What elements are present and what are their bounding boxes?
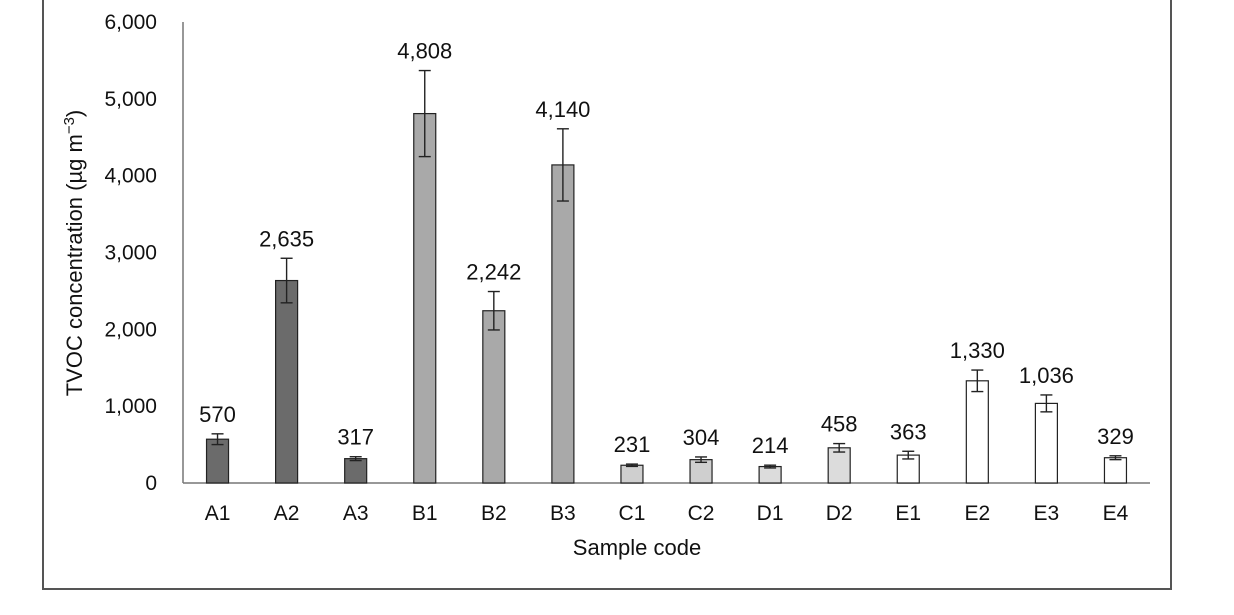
x-tick-label: A1 (205, 502, 231, 525)
bars (205, 112, 1128, 484)
error-bar-e1 (902, 450, 915, 460)
data-label-d1: 214 (752, 433, 789, 458)
bar-a3 (344, 458, 368, 484)
bar-a2 (275, 279, 299, 484)
error-bar-a1 (211, 433, 224, 446)
data-label-d2: 458 (821, 412, 858, 437)
bar-a1 (205, 438, 230, 484)
x-tick-label: A2 (274, 502, 300, 525)
data-labels: 570 2,635 317 4,808 2,242 4,140 231 304 214 458 36… (199, 39, 1134, 459)
error-bar-e2 (971, 369, 984, 393)
bar-c1 (620, 464, 644, 484)
bar-e4 (1103, 457, 1128, 484)
data-label-b2: 2,242 (466, 260, 521, 285)
error-bar-e3 (1040, 394, 1053, 413)
y-tick-label: 1,000 (104, 395, 157, 418)
error-bar-d1 (764, 464, 777, 469)
bar-d1 (758, 465, 782, 484)
data-label-e3: 1,036 (1019, 363, 1074, 388)
error-bar-a3 (349, 456, 362, 462)
y-axis: 0 1,000 2,000 3,000 4,000 5,000 6,000 (104, 11, 184, 495)
data-label-a1: 570 (199, 402, 236, 427)
y-axis-title-text: TVOC concentration (µg m (62, 134, 87, 396)
x-tick-label: C1 (619, 502, 646, 525)
chart-frame (42, 0, 1172, 590)
data-label-e2: 1,330 (950, 338, 1005, 363)
error-bar-b3 (556, 128, 569, 202)
data-label-b1: 4,808 (397, 39, 452, 64)
bar-b1 (413, 112, 437, 484)
error-bar-b2 (487, 290, 500, 331)
error-bar-a2 (280, 257, 293, 304)
x-tick-label: D2 (826, 502, 853, 525)
y-tick-label: 6,000 (104, 11, 157, 34)
y-tick-label: 4,000 (104, 165, 157, 188)
error-bars (211, 69, 1122, 469)
error-bar-d2 (833, 442, 846, 453)
x-tick-label: D1 (757, 502, 784, 525)
data-label-a3: 317 (337, 425, 374, 450)
bar-c2 (689, 459, 713, 484)
x-tick-label: E4 (1103, 502, 1129, 525)
data-label-e4: 329 (1097, 424, 1134, 449)
error-bar-c2 (695, 456, 708, 464)
data-label-b3: 4,140 (535, 97, 590, 122)
x-tick-label: E3 (1034, 502, 1060, 525)
x-tick-label: B1 (412, 502, 438, 525)
y-axis-title-superscript: −3 (61, 117, 78, 134)
y-tick-label: 5,000 (104, 88, 157, 111)
y-axis-title: TVOC concentration (µg m−3) (61, 110, 87, 397)
y-tick-label: 2,000 (104, 318, 157, 341)
data-label-e1: 363 (890, 419, 927, 444)
error-bar-b1 (418, 69, 431, 158)
y-axis-title-close: ) (62, 110, 87, 117)
x-tick-label: E1 (895, 502, 921, 525)
bar-b2 (482, 310, 506, 484)
x-axis: A1 A2 A3 B1 B2 B3 C1 C2 D1 D2 E1 E2 E3 E4 (183, 482, 1150, 525)
data-label-c2: 304 (683, 425, 720, 450)
x-tick-label: A3 (343, 502, 369, 525)
y-tick-label: 3,000 (104, 242, 157, 265)
x-tick-label: C2 (688, 502, 715, 525)
data-label-a2: 2,635 (259, 226, 314, 251)
bar-e3 (1034, 402, 1058, 484)
error-bar-e4 (1109, 455, 1122, 461)
x-tick-label: E2 (964, 502, 990, 525)
data-label-c1: 231 (614, 432, 651, 457)
y-tick-label: 0 (145, 472, 157, 495)
bar-e2 (965, 380, 989, 484)
x-tick-label: B3 (550, 502, 576, 525)
bar-d2 (827, 447, 851, 484)
error-bar-c1 (625, 463, 638, 468)
x-tick-label: B2 (481, 502, 507, 525)
bar-b3 (551, 164, 575, 484)
x-axis-title: Sample code (573, 535, 701, 560)
